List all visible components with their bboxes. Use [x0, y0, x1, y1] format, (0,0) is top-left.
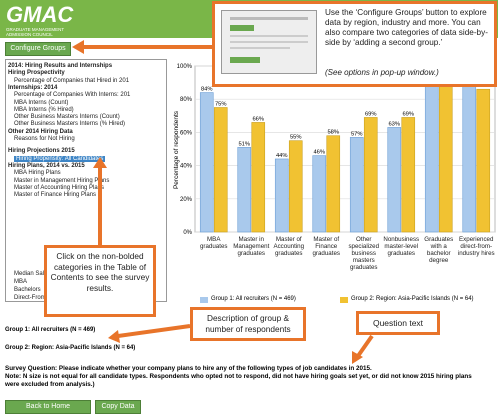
bar — [312, 155, 327, 233]
logo: GMAC — [6, 2, 74, 27]
legend-label: Group 1: All recruiters (N = 469) — [211, 296, 296, 302]
toc-item[interactable]: MBA Hiring Plans — [14, 170, 61, 177]
bar — [438, 82, 453, 233]
bar — [424, 78, 439, 233]
toc-item[interactable]: Master of Accounting Hiring Plans — [14, 184, 105, 191]
legend-swatch — [200, 297, 208, 303]
bar — [326, 135, 341, 233]
bar — [274, 158, 289, 233]
bar — [462, 85, 477, 233]
toc-item: Hiring Projections 2015 — [8, 148, 75, 155]
value-label: 66% — [252, 116, 264, 122]
bar — [401, 117, 416, 233]
toc-item: 2014: Hiring Results and Internships — [8, 63, 113, 69]
value-label: 84% — [201, 87, 213, 93]
question: Survey Question: Please indicate whether… — [5, 365, 372, 372]
bar — [213, 107, 228, 233]
bar — [476, 88, 491, 233]
x-tick-label: MBA graduates — [199, 236, 228, 250]
group-2: Group 2: Region: Asia-Pacific Islands (N… — [5, 345, 136, 351]
x-tick-label: Master of Finance graduates — [312, 236, 341, 257]
y-tick-label: 60% — [180, 130, 193, 136]
value-label: 55% — [290, 135, 302, 141]
toc-item[interactable]: Percentage of Companies With Interns: 20… — [14, 92, 131, 99]
x-tick-label: Experienced direct-from-industry hires — [457, 236, 495, 257]
y-tick-label: 80% — [180, 97, 193, 103]
toc-item[interactable]: MBA Interns (Count) — [14, 99, 69, 106]
value-label: 58% — [327, 130, 339, 136]
toc-item[interactable]: Bachelors — [14, 287, 41, 293]
toc-item[interactable]: Percentage of Companies that Hired in 20… — [14, 77, 130, 84]
toc-item[interactable]: Hiring Propensity: All Candidates — [14, 155, 106, 162]
y-tick-label: 0% — [183, 230, 192, 236]
bar — [349, 137, 364, 233]
value-label: 46% — [313, 150, 325, 156]
bar — [199, 92, 214, 233]
value-label: 57% — [351, 131, 363, 137]
bar — [387, 127, 402, 233]
bar — [251, 122, 266, 233]
y-tick-label: 20% — [180, 197, 193, 203]
group-1: Group 1: All recruiters (N = 469) — [5, 327, 96, 333]
value-label: 69% — [365, 111, 377, 117]
value-label: 44% — [276, 153, 288, 159]
value-label: 51% — [238, 141, 250, 147]
value-label: 75% — [215, 102, 227, 108]
configure-callout: Use the ‘Configure Groups’ button to exp… — [212, 1, 497, 87]
toc-item[interactable]: Other Business Masters Interns (% Hired) — [14, 121, 126, 128]
legend-label: Group 2: Region: Asia-Pacific Islands (N… — [351, 296, 474, 302]
toc-item[interactable]: Master in Management Hiring Plans — [14, 177, 110, 184]
x-tick-label: Master in Management graduates — [233, 236, 270, 257]
org-name: GRADUATE MANAGEMENT ADMISSION COUNCIL — [6, 27, 65, 37]
configure-note: (See options in pop-up window.) — [325, 68, 439, 77]
question-callout: Question text — [356, 311, 440, 335]
groups-callout: Description of group & number of respond… — [190, 307, 306, 341]
x-tick-label: Other specialized business masters gradu… — [348, 236, 380, 271]
x-tick-label: Graduates with a bachelor degree — [424, 236, 454, 264]
toc-item[interactable]: MBA Interns (% Hired) — [14, 106, 74, 113]
toc-item: Hiring Plans, 2014 vs. 2015 — [8, 162, 85, 169]
home-button[interactable]: Back to Home — [5, 400, 91, 414]
toc-item[interactable]: Reasons for Not Hiring — [14, 136, 75, 142]
bar — [288, 140, 303, 233]
note: Note: N size is not equal for all candid… — [5, 373, 472, 388]
value-label: 69% — [402, 111, 414, 117]
toc-item[interactable]: MBA — [14, 279, 28, 285]
value-label: 63% — [388, 121, 400, 127]
configure-text: Use the ‘Configure Groups’ button to exp… — [325, 8, 488, 47]
configure-button[interactable]: Configure Groups — [5, 42, 71, 56]
thumbnail — [221, 10, 317, 74]
bar — [237, 147, 252, 233]
y-axis-title: Percentage of respondents — [173, 110, 180, 189]
x-tick-label: Master of Accounting graduates — [273, 236, 305, 257]
toc-callout: Click on the non-bolded categories in th… — [44, 245, 156, 317]
table-of-contents: 2014: Hiring Results and Internships Hiri… — [5, 59, 167, 302]
copy-button[interactable]: Copy Data — [95, 400, 141, 414]
bar — [363, 117, 378, 233]
toc-item: Internships: 2014 — [8, 84, 58, 91]
legend-swatch — [340, 297, 348, 303]
toc-item: Hiring Prospectivity — [8, 70, 65, 77]
toc-item[interactable]: Median Salaries — [14, 271, 58, 277]
x-tick-label: Nonbusiness master-level graduates — [383, 236, 420, 257]
y-tick-label: 40% — [180, 164, 193, 170]
toc-item[interactable]: Other Business Masters Interns (Count) — [14, 114, 120, 121]
toc-item: Other 2014 Hiring Data — [8, 128, 73, 135]
y-tick-label: 100% — [177, 64, 193, 70]
toc-item[interactable]: Master of Finance Hiring Plans — [14, 192, 97, 199]
